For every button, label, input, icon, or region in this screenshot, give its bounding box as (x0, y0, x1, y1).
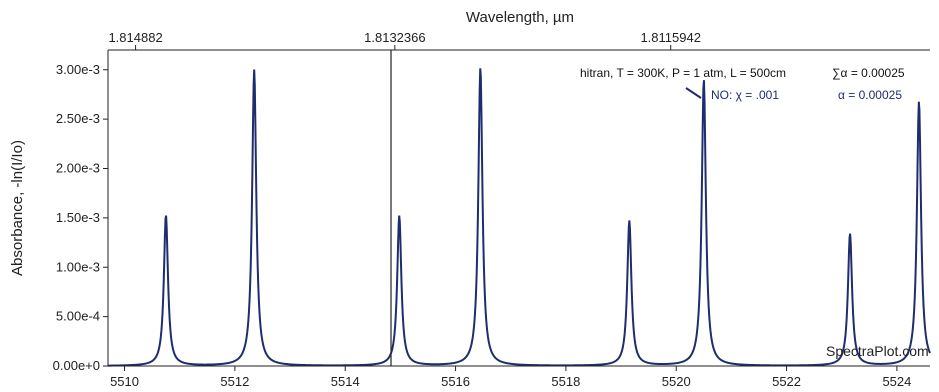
y-tick-label: 1.50e-3 (56, 210, 100, 225)
y-tick-label: 5.00e-4 (56, 309, 100, 324)
y-axis-title: Absorbance, -ln(I/Io) (9, 140, 26, 276)
x-tick-label: 5520 (662, 374, 691, 389)
x-tick-label: 5518 (551, 374, 580, 389)
x-tick-label: 5516 (441, 374, 470, 389)
x-axis-ticks: 5510 5512 5514 5516 5518 5520 5522 5524 (110, 366, 911, 389)
species-text: NO: χ = .001 (711, 88, 779, 102)
watermark: SpectraPlot.com (826, 343, 929, 359)
y-tick-label: 0.00e+0 (53, 358, 100, 373)
top-axis-ticks: 1.814882 1.8132366 1.8115942 (108, 30, 701, 50)
x-tick-label: 5524 (882, 374, 911, 389)
plot-content (107, 68, 931, 367)
alpha-text: α = 0.00025 (838, 88, 902, 102)
conditions-text: hitran, T = 300K, P = 1 atm, L = 500cm (580, 66, 786, 80)
x-tick-label: 5512 (220, 374, 249, 389)
legend-pointer (685, 87, 702, 99)
y-tick-label: 2.00e-3 (56, 161, 100, 176)
y-axis-ticks: 0.00e+0 5.00e-4 1.00e-3 1.50e-3 2.00e-3 2.50e… (53, 62, 108, 373)
info-box: hitran, T = 300K, P = 1 atm, L = 500cm ∑… (580, 66, 905, 102)
x-tick-label: 5514 (331, 374, 360, 389)
plot-area (108, 50, 930, 366)
top-axis-title: Wavelength, µm (466, 9, 574, 26)
top-tick-label: 1.814882 (108, 30, 162, 45)
x-tick-label: 5510 (110, 374, 139, 389)
x-tick-label: 5522 (772, 374, 801, 389)
series-line (107, 68, 931, 367)
top-tick-label: 1.8115942 (640, 30, 701, 45)
sum-alpha-text: ∑α = 0.00025 (832, 66, 905, 80)
y-tick-label: 1.00e-3 (56, 259, 100, 274)
y-tick-label: 3.00e-3 (56, 62, 100, 77)
top-tick-label: 1.8132366 (364, 30, 425, 45)
y-tick-label: 2.50e-3 (56, 111, 100, 126)
